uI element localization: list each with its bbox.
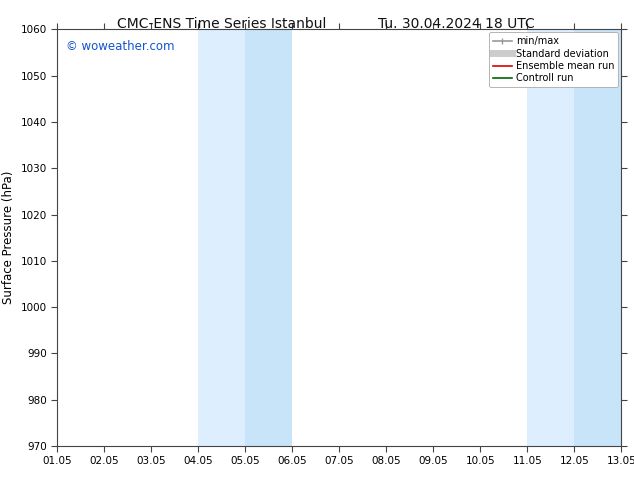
Text: Tu. 30.04.2024 18 UTC: Tu. 30.04.2024 18 UTC <box>378 17 535 31</box>
Text: © woweather.com: © woweather.com <box>65 40 174 53</box>
Bar <box>198 29 245 446</box>
Bar <box>245 29 292 446</box>
Y-axis label: Surface Pressure (hPa): Surface Pressure (hPa) <box>2 171 15 304</box>
Legend: min/max, Standard deviation, Ensemble mean run, Controll run: min/max, Standard deviation, Ensemble me… <box>489 32 618 87</box>
Bar <box>574 29 621 446</box>
Text: CMC-ENS Time Series Istanbul: CMC-ENS Time Series Istanbul <box>117 17 327 31</box>
Bar <box>527 29 574 446</box>
